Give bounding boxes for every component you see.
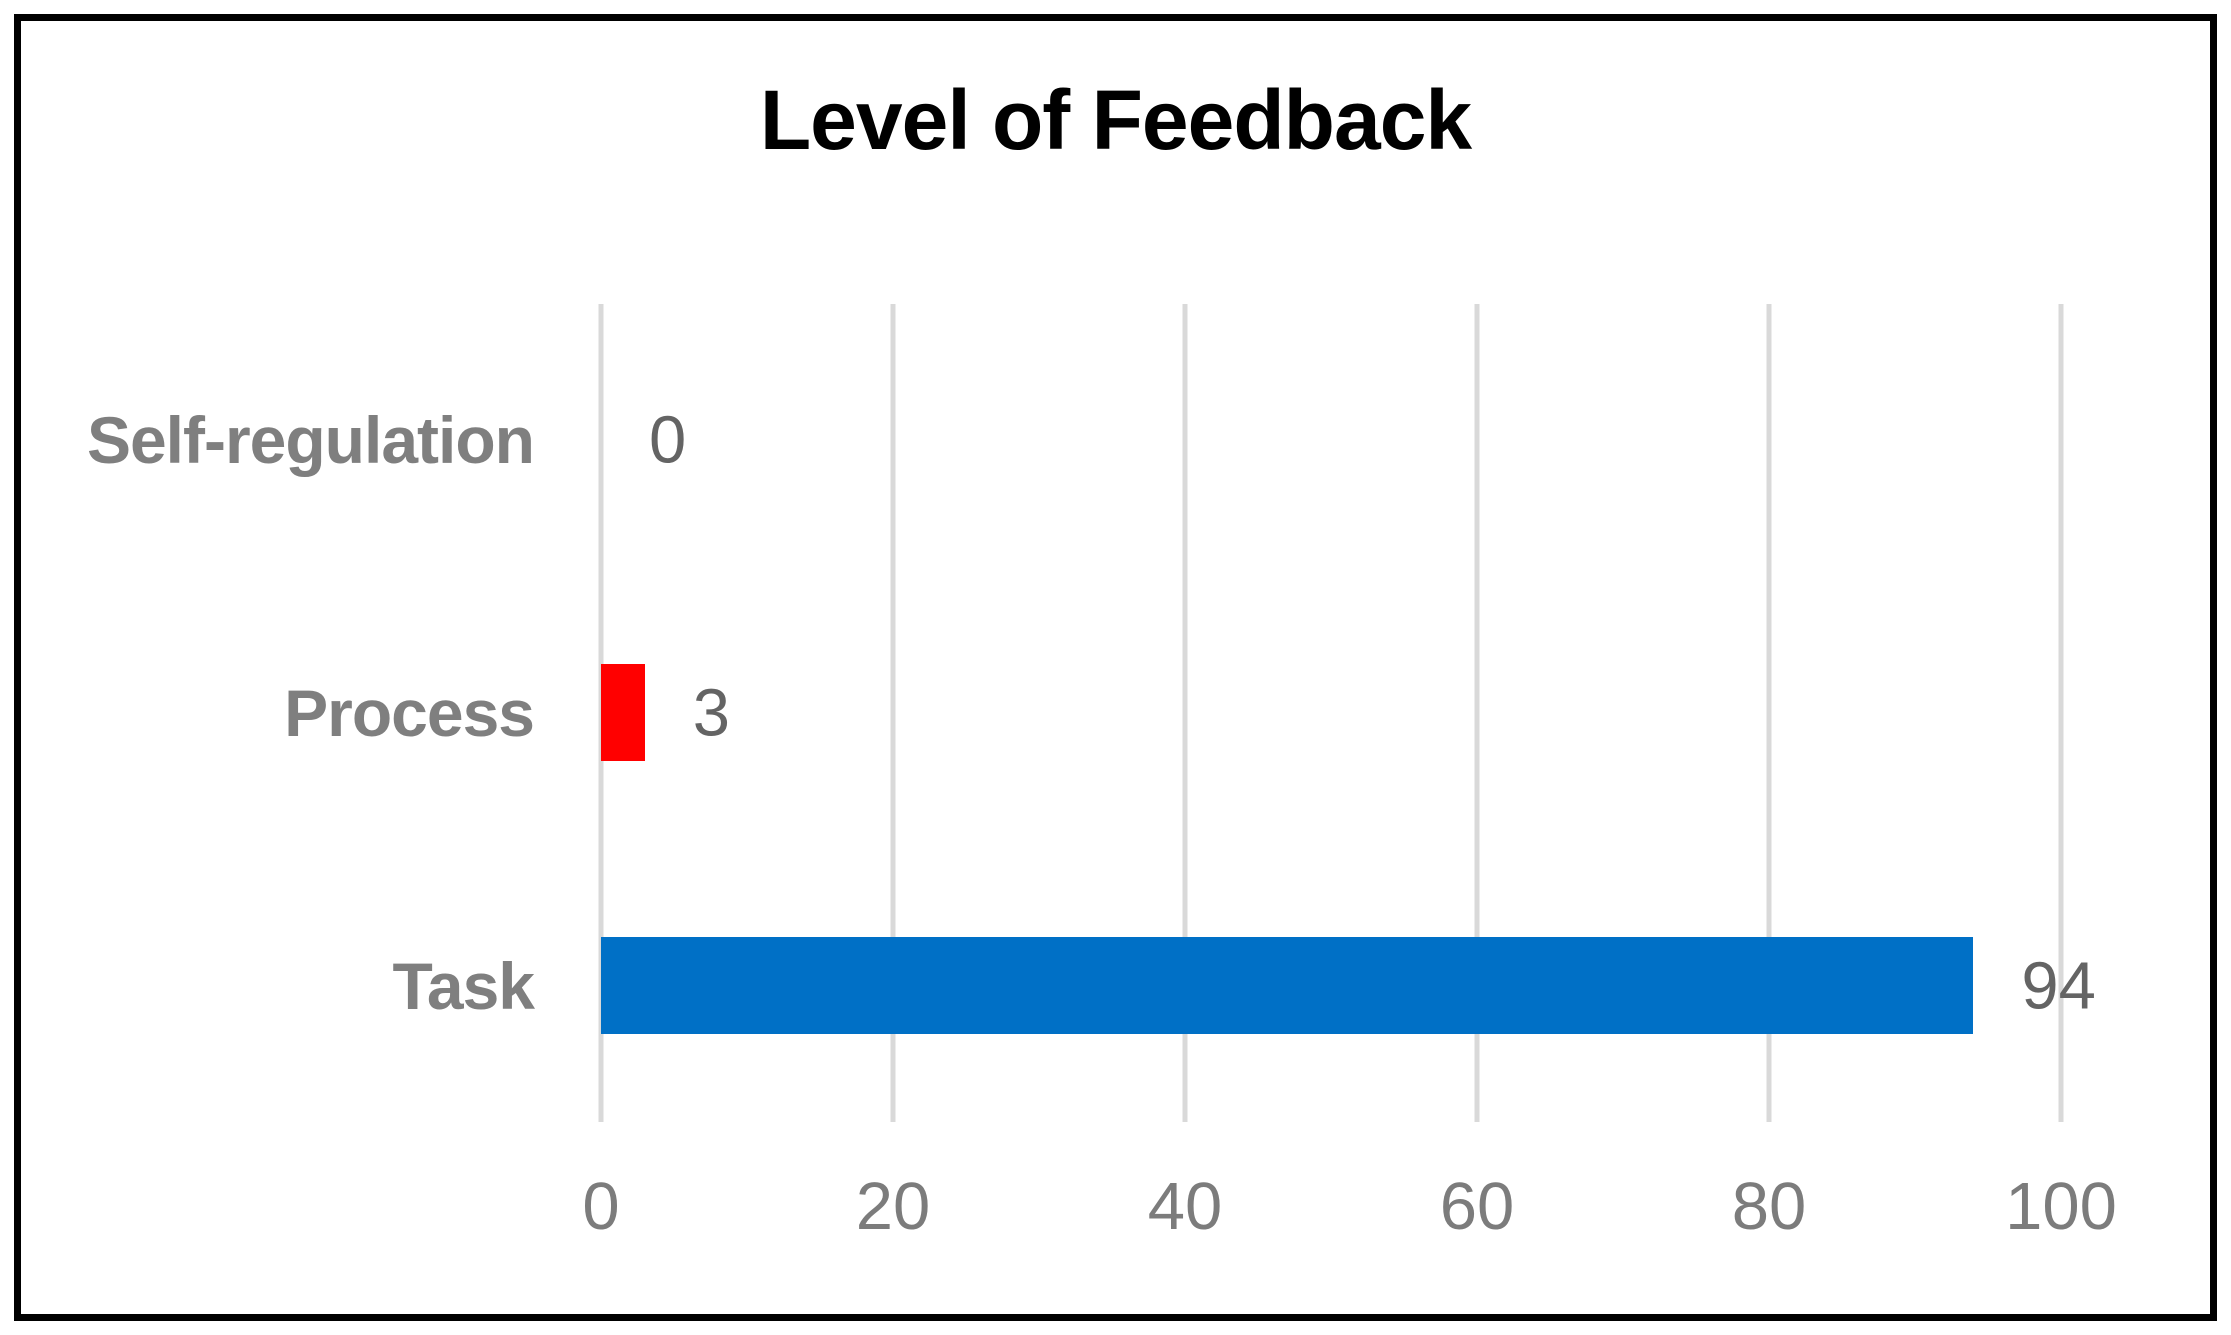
gridline-40 xyxy=(1182,304,1188,1122)
bar-value-label: 94 xyxy=(2021,948,2096,1024)
bar-row: 94 xyxy=(601,849,2096,1122)
gridline-100 xyxy=(2058,304,2064,1122)
bar-row: 0 xyxy=(601,304,2061,577)
bar-rows: 0 3 94 xyxy=(601,304,2096,1122)
category-label-process: Process xyxy=(284,675,535,750)
x-tick-label: 40 xyxy=(1147,1169,1223,1244)
x-tick-label: 80 xyxy=(1731,1169,1807,1244)
category-label-task: Task xyxy=(392,948,535,1023)
category-axis: Self-regulation Process Task xyxy=(36,304,535,1122)
x-tick-label: 20 xyxy=(855,1169,931,1244)
gridline-20 xyxy=(890,304,896,1122)
chart-border-frame xyxy=(14,14,2217,1321)
bar xyxy=(601,664,645,762)
x-tick-label: 0 xyxy=(582,1169,620,1244)
category-label-self-regulation: Self-regulation xyxy=(86,403,535,478)
plot-area: 0 3 94 xyxy=(598,304,2096,1122)
bar-value-label: 3 xyxy=(692,675,731,751)
bar-row: 3 xyxy=(601,577,2061,850)
chart-title: Level of Feedback xyxy=(759,73,1472,167)
x-axis: 0 20 40 60 80 100 xyxy=(582,1168,2117,1258)
bar-value-label: 0 xyxy=(649,402,687,478)
x-tick-label: 100 xyxy=(2005,1169,2117,1244)
gridline-80 xyxy=(1766,304,1772,1122)
gridline-60 xyxy=(1474,304,1480,1122)
bar xyxy=(601,937,1974,1035)
x-tick-label: 60 xyxy=(1439,1169,1515,1244)
